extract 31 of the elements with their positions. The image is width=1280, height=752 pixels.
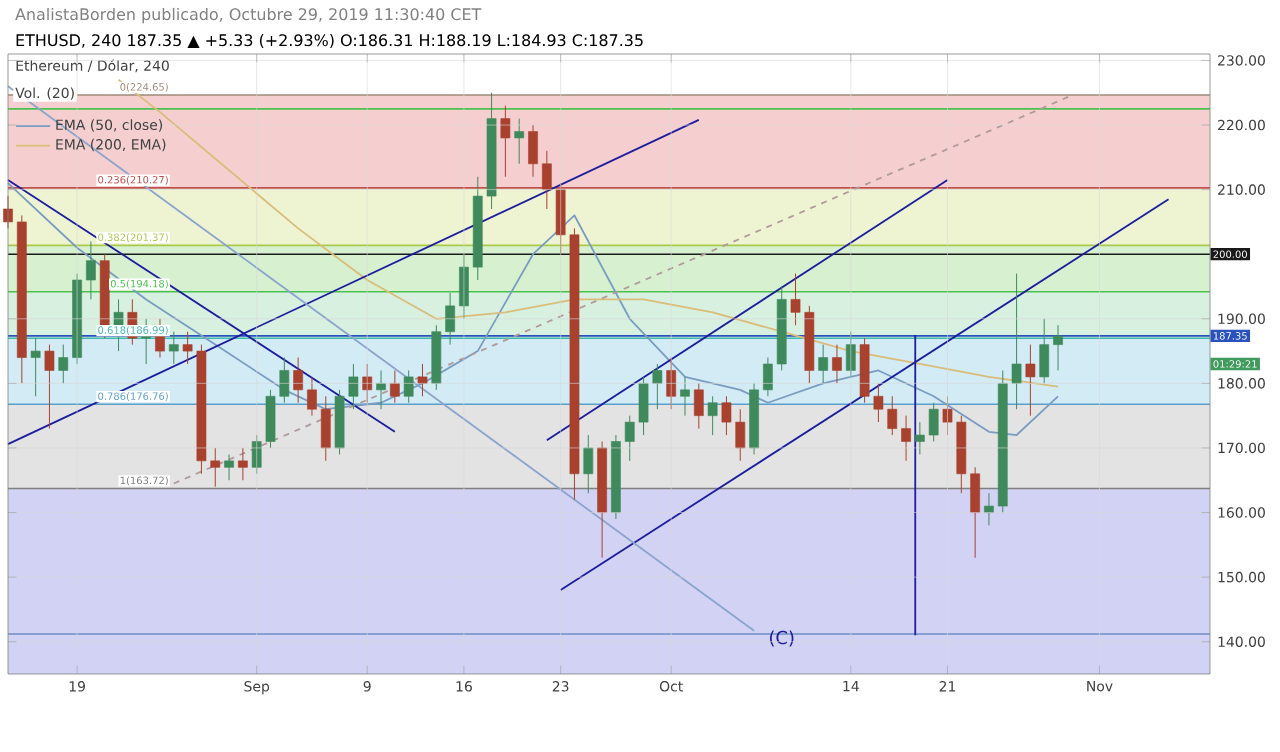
candlestick	[652, 363, 663, 410]
candlestick	[44, 344, 55, 430]
candlestick	[320, 395, 331, 462]
candlestick	[86, 240, 96, 300]
candlestick	[168, 331, 179, 365]
annotation: (C)	[769, 630, 794, 647]
candlestick	[1011, 273, 1022, 410]
candlestick	[984, 492, 994, 526]
candlestick	[818, 344, 829, 384]
candlestick	[680, 376, 690, 417]
candlestick	[403, 369, 414, 404]
candlestick	[693, 382, 704, 430]
candlestick	[307, 376, 317, 417]
candlestick	[707, 395, 718, 436]
candlestick	[58, 344, 69, 384]
candlestick	[224, 453, 234, 481]
candlestick	[541, 150, 552, 210]
candlestick	[1025, 344, 1036, 417]
candlestick	[500, 105, 511, 178]
candlestick	[832, 344, 842, 384]
candlestick	[901, 415, 911, 462]
candlestick	[514, 118, 525, 165]
candlestick	[417, 363, 428, 397]
candlestick	[238, 447, 248, 481]
candlestick	[30, 337, 41, 397]
candlestick	[293, 357, 303, 404]
candlestick	[389, 369, 400, 404]
candlestick	[1039, 318, 1050, 384]
candlestick	[528, 124, 538, 178]
candlestick	[583, 434, 594, 494]
candlestick	[1053, 324, 1063, 371]
